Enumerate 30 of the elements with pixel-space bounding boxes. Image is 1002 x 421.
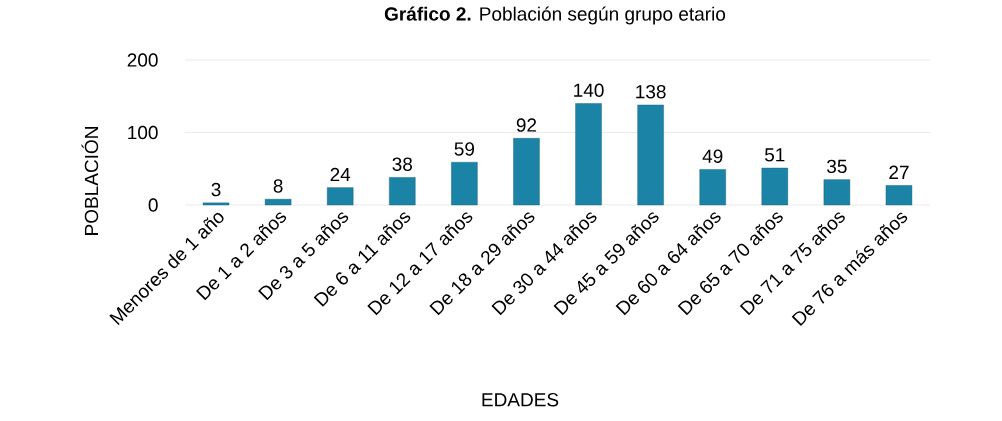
chart-title: Gráfico 2. Población según grupo etario: [384, 6, 726, 25]
data-label: 35: [827, 159, 847, 174]
data-label: 3: [211, 182, 221, 197]
bar: [761, 167, 788, 206]
bar: [575, 103, 602, 206]
y-tick-label: 0: [148, 198, 158, 212]
y-tick-label: 200: [127, 53, 158, 67]
data-label: 138: [636, 84, 666, 99]
bar: [451, 162, 478, 206]
data-label: 38: [392, 157, 413, 171]
data-label: 92: [516, 118, 537, 132]
data-label: 140: [574, 83, 604, 97]
bar: [637, 104, 664, 206]
data-label: 24: [330, 167, 351, 182]
bar: [885, 185, 913, 206]
bar: [327, 187, 354, 206]
data-label: 27: [889, 165, 909, 179]
bar: [264, 199, 292, 206]
x-axis-title: EDADES: [482, 393, 559, 407]
bar: [389, 177, 416, 206]
data-label: 51: [764, 148, 785, 162]
bar: [202, 202, 230, 206]
bar: [823, 179, 851, 206]
y-tick-label: 100: [128, 125, 158, 140]
bar: [699, 169, 726, 206]
data-label: 8: [273, 179, 283, 193]
data-label: 49: [702, 149, 723, 163]
data-label: 59: [454, 142, 475, 156]
y-axis-title: POBLACIÓN: [81, 127, 99, 235]
bar: [513, 138, 540, 206]
